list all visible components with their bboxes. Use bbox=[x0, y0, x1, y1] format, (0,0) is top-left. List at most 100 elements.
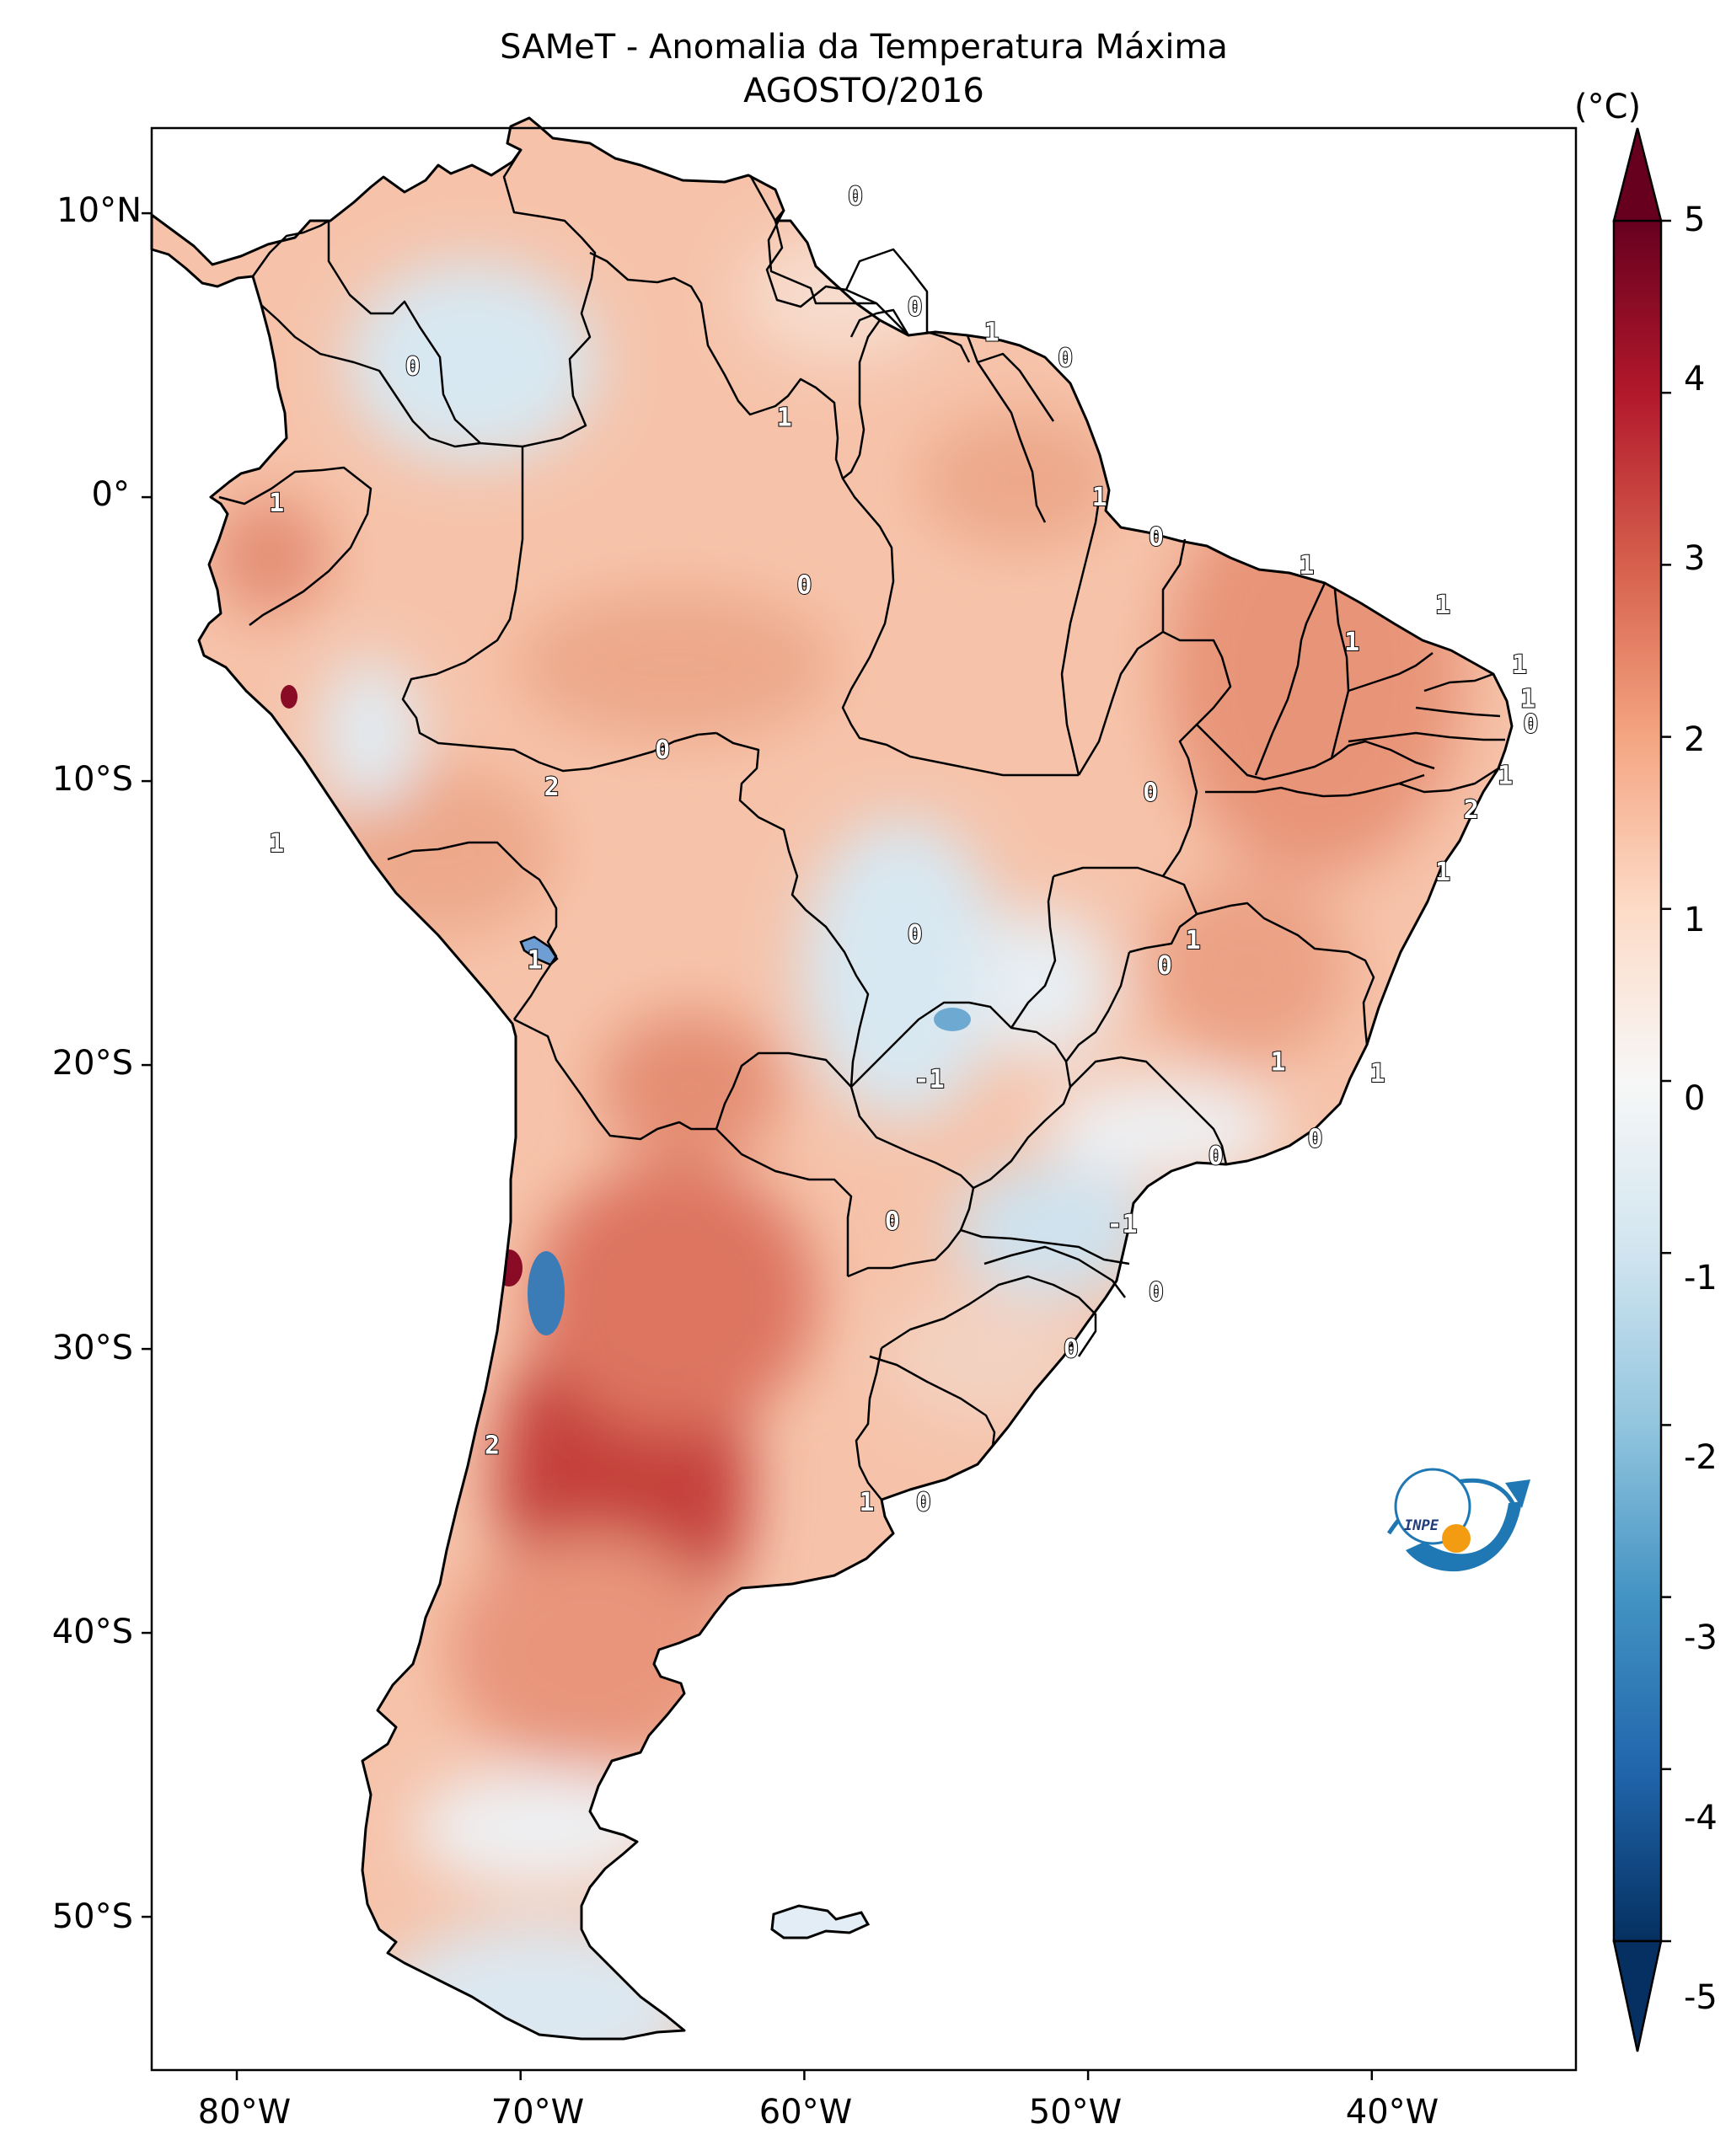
country-border bbox=[1423, 672, 1494, 693]
contour-label: 1 bbox=[1271, 1048, 1286, 1078]
map-title: SAMeT - Anomalia da Temperatura Máxima bbox=[500, 28, 1228, 67]
lat-tick-label: 10°S bbox=[51, 760, 133, 799]
contour-label: 1 bbox=[527, 945, 542, 975]
country-border bbox=[589, 251, 839, 439]
country-border bbox=[1348, 731, 1505, 743]
contour-label: 2 bbox=[1464, 795, 1479, 825]
lat-tick-label: 30°S bbox=[51, 1329, 133, 1367]
warm-anomaly-ecuador bbox=[211, 497, 329, 615]
contour-label: 1 bbox=[1520, 684, 1535, 714]
contour-label: 0 bbox=[1523, 710, 1538, 740]
colorbar-tick-label: -5 bbox=[1684, 1978, 1718, 2017]
country-border bbox=[1060, 488, 1102, 776]
contour-label: 0 bbox=[916, 1488, 931, 1517]
country-border bbox=[842, 319, 882, 479]
lat-tick-label: 20°S bbox=[51, 1044, 133, 1083]
contour-label: 1 bbox=[1344, 628, 1359, 657]
lat-tick-label: 0° bbox=[91, 475, 130, 514]
continent-fill bbox=[152, 118, 1512, 2039]
logo-arrow bbox=[1505, 1479, 1530, 1508]
country-border bbox=[844, 248, 929, 332]
country-border bbox=[502, 149, 597, 448]
country-border bbox=[1398, 767, 1499, 794]
colorbar-bottom-extension bbox=[1612, 1939, 1663, 2052]
contour-label: 1 bbox=[1498, 761, 1513, 790]
contour-label: 0 bbox=[1143, 778, 1158, 808]
country-border bbox=[966, 334, 1047, 523]
warm-anomaly-north-peru bbox=[281, 685, 297, 709]
country-border bbox=[1196, 724, 1435, 781]
lat-tick-label: 50°S bbox=[51, 1897, 133, 1936]
country-border bbox=[1196, 901, 1375, 1046]
contour-label: 0 bbox=[655, 736, 670, 765]
logo-swoosh bbox=[1406, 1501, 1522, 1572]
country-border bbox=[387, 841, 523, 869]
colorbar-unit: (°C) bbox=[1574, 88, 1642, 126]
country-border bbox=[715, 731, 870, 1088]
contour-label: 0 bbox=[1149, 522, 1164, 552]
neutral-anomaly-southeast bbox=[1045, 1078, 1281, 1180]
country-border bbox=[926, 330, 971, 363]
logo-ring bbox=[1394, 1468, 1471, 1545]
country-border bbox=[513, 1018, 975, 1278]
country-border bbox=[1065, 951, 1131, 1062]
falkland-islands bbox=[770, 1904, 871, 1939]
contour-label: 1 bbox=[859, 1488, 874, 1517]
colorbar-tick-label: -2 bbox=[1684, 1438, 1718, 1477]
colorbar-tick-label: -3 bbox=[1684, 1618, 1718, 1657]
cool-anomaly-colombia bbox=[346, 261, 598, 463]
contour-label: 0 bbox=[796, 571, 812, 601]
country-border bbox=[1205, 773, 1425, 798]
contour-label: 1 bbox=[1092, 483, 1107, 512]
cool-anomaly-south-brazil bbox=[952, 1163, 1155, 1297]
axis-ticks bbox=[142, 211, 1374, 2080]
map-subtitle: AGOSTO/2016 bbox=[743, 72, 984, 110]
contour-label: 0 bbox=[1149, 1278, 1164, 1308]
logo-sun bbox=[1442, 1524, 1471, 1553]
warm-anomaly-patagonia bbox=[447, 1533, 733, 1769]
warm-anomaly-andes-chile bbox=[496, 1249, 523, 1287]
cool-anomaly-andes-peru bbox=[320, 657, 421, 809]
contour-label: 1 bbox=[1435, 591, 1450, 620]
warm-anomaly-amazon bbox=[514, 590, 834, 741]
colorbar-tick-label: 4 bbox=[1684, 360, 1706, 399]
cool-anomaly-andes-chile bbox=[528, 1251, 565, 1335]
contour-label: 0 bbox=[405, 352, 421, 382]
colorbar-bar bbox=[1612, 219, 1663, 1943]
lon-tick-label: 40°W bbox=[1345, 2093, 1439, 2132]
country-border bbox=[1348, 652, 1434, 693]
inpe-logo: INPE bbox=[1386, 1468, 1530, 1572]
logo-text: INPE bbox=[1404, 1517, 1439, 1534]
contour-label: 1 bbox=[1186, 926, 1201, 955]
country-border bbox=[850, 1001, 1072, 1190]
contour-label: -1 bbox=[914, 1065, 945, 1094]
warm-anomaly-amapa bbox=[919, 413, 1121, 548]
warm-anomaly-central-argentina bbox=[531, 1163, 817, 1432]
country-borders bbox=[218, 149, 1505, 1501]
cool-anomaly-pantanal bbox=[934, 1008, 971, 1031]
country-border bbox=[1254, 582, 1326, 776]
contour-label: 0 bbox=[1064, 1335, 1079, 1364]
country-border bbox=[869, 1355, 996, 1447]
colorbar-tick-label: 5 bbox=[1684, 201, 1706, 239]
warm-anomaly-chaco bbox=[598, 1011, 784, 1163]
lon-tick-label: 50°W bbox=[1028, 2093, 1123, 2132]
country-border bbox=[960, 1228, 1130, 1265]
contour-label: 0 bbox=[908, 292, 923, 322]
contour-label: 0 bbox=[1157, 951, 1172, 981]
contour-label: 1 bbox=[1435, 858, 1450, 887]
country-border bbox=[1053, 866, 1198, 954]
country-border bbox=[748, 174, 909, 336]
contour-label: 0 bbox=[848, 182, 863, 211]
lat-tick-label: 10°N bbox=[56, 191, 142, 230]
contour-label: 2 bbox=[485, 1431, 500, 1461]
country-border bbox=[1069, 1056, 1228, 1165]
country-border bbox=[260, 304, 481, 448]
anomaly-field bbox=[152, 118, 1512, 2039]
country-border bbox=[1161, 538, 1232, 877]
country-border bbox=[977, 352, 1055, 422]
country-border bbox=[1330, 589, 1350, 759]
contour-label: 1 bbox=[1512, 650, 1527, 680]
